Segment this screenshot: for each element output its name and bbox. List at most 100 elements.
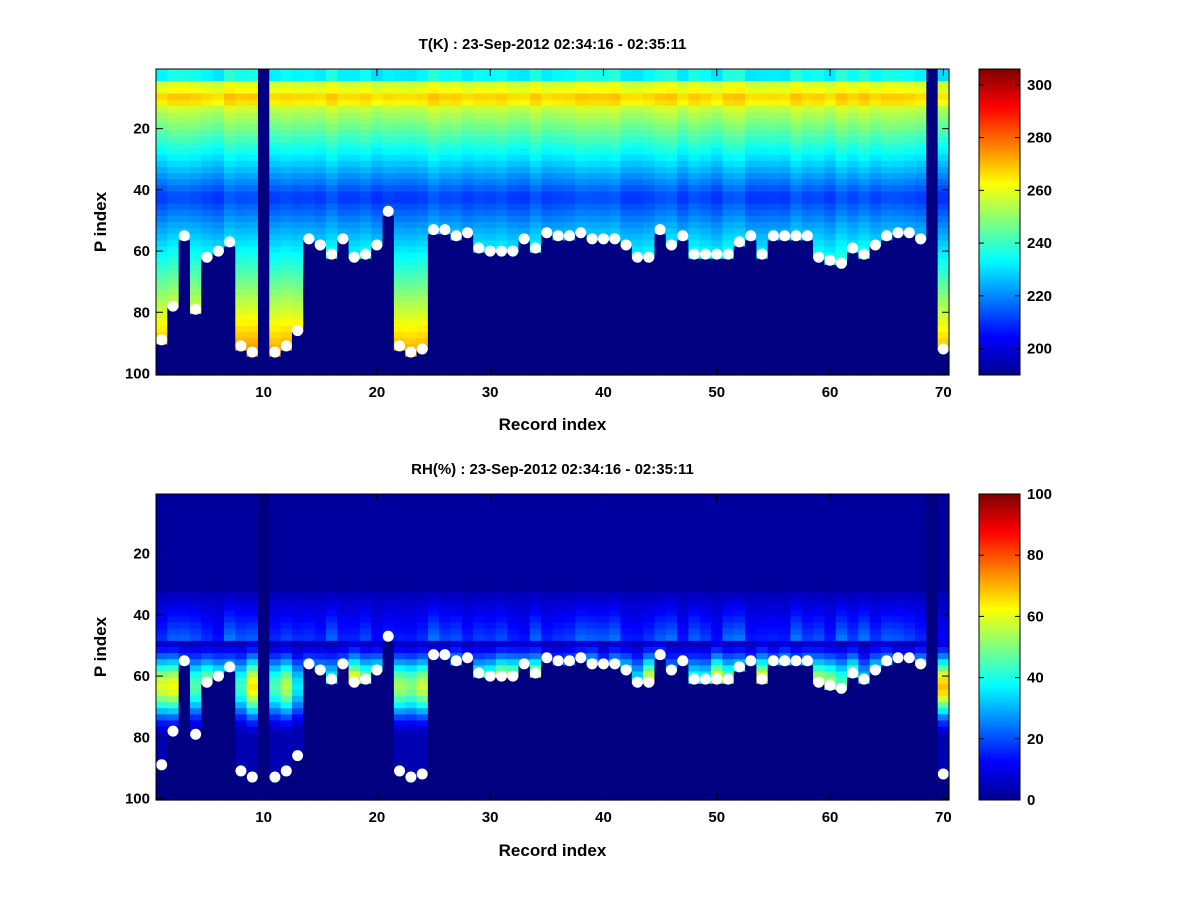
heatmap-cell <box>586 301 599 309</box>
heatmap-cell <box>189 653 202 660</box>
heatmap-cell <box>779 81 791 88</box>
heatmap-cell <box>246 579 259 587</box>
heatmap-cell <box>257 653 270 660</box>
heatmap-cell <box>813 179 825 186</box>
heatmap-cell <box>405 252 418 260</box>
heatmap-cell <box>450 362 463 370</box>
heatmap-cell <box>416 494 429 501</box>
heatmap-cell <box>314 197 327 205</box>
heatmap-cell <box>280 702 293 709</box>
heatmap-cell <box>337 270 350 278</box>
heatmap-cell <box>359 81 372 88</box>
heatmap-cell <box>167 81 180 88</box>
heatmap-cell <box>314 75 327 82</box>
heatmap-cell <box>767 277 780 284</box>
heatmap-cell <box>461 530 474 538</box>
heatmap-cell <box>348 166 361 174</box>
heatmap-cell <box>439 362 452 370</box>
heatmap-cell <box>314 319 327 327</box>
heatmap-cell <box>167 191 180 199</box>
heatmap-cell <box>733 222 746 229</box>
surface-marker <box>881 230 893 242</box>
heatmap-cell <box>167 264 180 272</box>
heatmap-cell <box>439 665 452 673</box>
heatmap-cell <box>869 228 882 235</box>
heatmap-cell <box>869 332 882 339</box>
heatmap-cell <box>631 173 644 180</box>
heatmap-cell <box>597 209 610 217</box>
heatmap-cell <box>643 295 656 303</box>
heatmap-cell <box>767 264 780 272</box>
heatmap-cell <box>847 81 859 88</box>
heatmap-cell <box>473 87 486 95</box>
heatmap-cell <box>257 332 270 339</box>
heatmap-cell <box>541 203 554 211</box>
heatmap-cell <box>507 307 520 315</box>
heatmap-cell <box>167 567 180 575</box>
heatmap-cell <box>314 234 327 241</box>
heatmap-cell <box>813 93 825 101</box>
heatmap-cell <box>337 203 350 211</box>
heatmap-cell <box>541 148 554 156</box>
heatmap-cell <box>235 69 248 76</box>
heatmap-cell <box>597 277 610 284</box>
heatmap-cell <box>371 628 384 636</box>
heatmap-cell <box>405 494 418 501</box>
heatmap-cell <box>915 197 927 205</box>
heatmap-cell <box>235 173 248 180</box>
heatmap-cell <box>892 173 905 180</box>
heatmap-cell <box>507 136 520 144</box>
heatmap-cell <box>246 494 259 501</box>
heatmap-cell <box>529 99 542 107</box>
heatmap-cell <box>722 111 735 119</box>
heatmap-cell <box>201 87 214 95</box>
heatmap-cell <box>201 738 214 746</box>
heatmap-cell <box>280 775 293 783</box>
heatmap-cell <box>178 368 191 376</box>
heatmap-cell <box>881 136 893 144</box>
heatmap-cell <box>427 124 440 131</box>
heatmap-cell <box>563 179 576 186</box>
heatmap-cell <box>643 362 656 370</box>
heatmap-cell <box>937 117 950 125</box>
heatmap-cell <box>631 295 644 303</box>
heatmap-cell <box>280 283 293 290</box>
heatmap-cell <box>756 93 769 101</box>
heatmap-cell <box>156 99 168 107</box>
heatmap-cell <box>541 368 554 376</box>
heatmap-cell <box>745 130 758 137</box>
heatmap-cell <box>212 689 225 697</box>
heatmap-cell <box>269 714 282 722</box>
heatmap-cell <box>439 130 452 137</box>
heatmap-cell <box>620 130 633 137</box>
heatmap-cell <box>223 616 236 624</box>
heatmap-cell <box>767 203 780 211</box>
heatmap-cell <box>450 356 463 364</box>
heatmap-cell <box>291 142 304 150</box>
heatmap-cell <box>767 252 780 260</box>
heatmap-cell <box>223 524 236 532</box>
heatmap-cell <box>473 69 486 76</box>
heatmap-cell <box>643 209 656 217</box>
heatmap-cell <box>892 87 905 95</box>
heatmap-cell <box>541 166 554 174</box>
heatmap-cell <box>371 356 384 364</box>
heatmap-cell <box>801 75 814 82</box>
heatmap-cell <box>371 234 384 241</box>
heatmap-cell <box>937 87 950 95</box>
heatmap-cell <box>461 173 474 180</box>
heatmap-cell <box>393 185 406 192</box>
heatmap-cell <box>246 173 259 180</box>
heatmap-cell <box>450 793 463 801</box>
heatmap-cell <box>620 215 633 223</box>
heatmap-cell <box>529 338 542 345</box>
heatmap-cell <box>484 319 497 327</box>
heatmap-cell <box>473 338 486 345</box>
heatmap-cell <box>835 154 848 162</box>
heatmap-cell <box>688 203 701 211</box>
heatmap-cell <box>382 671 395 679</box>
heatmap-cell <box>314 647 327 654</box>
heatmap-cell <box>484 222 497 229</box>
heatmap-cell <box>280 549 293 556</box>
heatmap-cell <box>427 775 440 783</box>
